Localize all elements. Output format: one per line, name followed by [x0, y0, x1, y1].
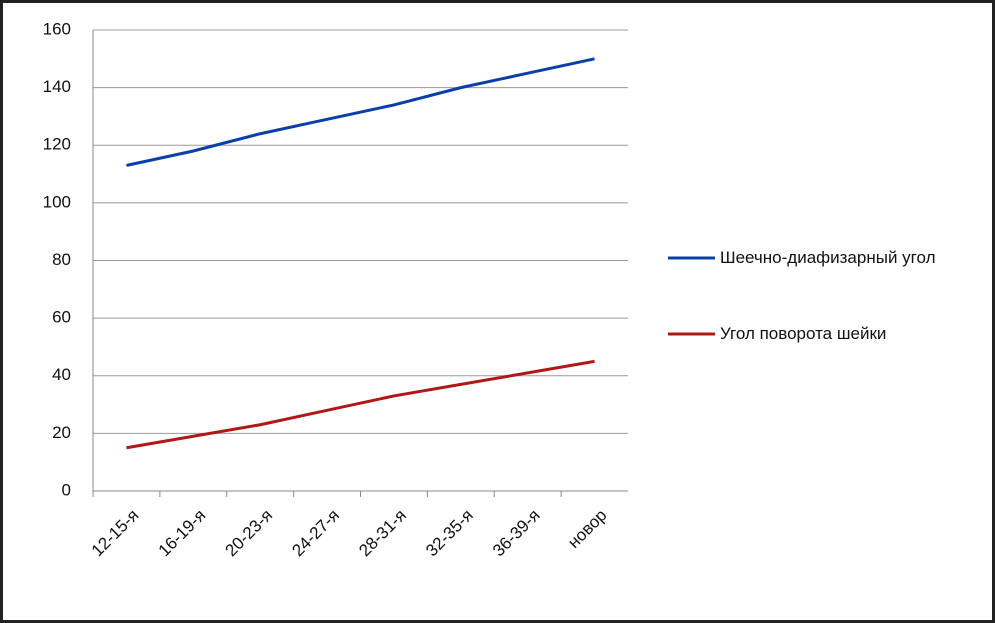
line	[126, 359, 595, 450]
line	[126, 57, 595, 167]
y-tick-label: 0	[62, 480, 71, 499]
y-tick-label: 80	[52, 250, 71, 269]
legend-label: Шеечно-диафизарный угол	[720, 248, 936, 267]
legend-label: Угол поворота шейки	[720, 324, 887, 343]
y-tick-label: 120	[43, 135, 71, 154]
y-tick-label: 160	[43, 19, 71, 38]
y-tick-label: 100	[43, 192, 71, 211]
y-tick-label: 40	[52, 365, 71, 384]
y-tick-label: 60	[52, 308, 71, 327]
y-tick-label: 140	[43, 77, 71, 96]
y-tick-label: 20	[52, 423, 71, 442]
